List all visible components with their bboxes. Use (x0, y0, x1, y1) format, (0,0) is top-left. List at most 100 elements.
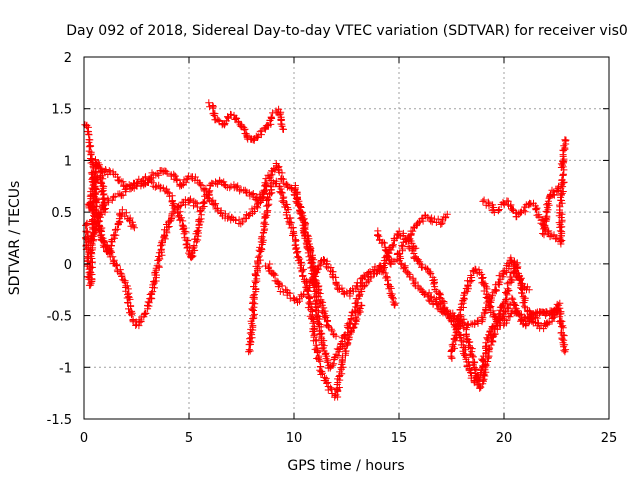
data-point (261, 188, 269, 196)
data-point (356, 305, 364, 312)
data-point (304, 287, 312, 295)
data-point (250, 303, 258, 311)
data-point (148, 177, 155, 185)
data-point (88, 249, 95, 256)
data-point (187, 254, 195, 262)
data-point (550, 191, 558, 199)
data-point (467, 369, 474, 377)
data-point (137, 318, 145, 326)
data-point (129, 222, 137, 230)
data-point (83, 238, 91, 246)
data-point (112, 262, 120, 270)
data-point (109, 253, 117, 261)
x-tick-label: 5 (185, 431, 193, 446)
series-arc-f (205, 99, 287, 144)
data-point (237, 220, 245, 228)
data-point (558, 323, 565, 331)
data-point (215, 117, 223, 125)
series-arc-m (425, 254, 533, 329)
x-tick-labels: 0 5 10 15 20 25 (80, 431, 617, 446)
y-tick-label: -1 (59, 361, 72, 376)
data-point (264, 202, 272, 209)
data-point (544, 197, 552, 205)
data-point (481, 372, 489, 380)
data-point (107, 237, 115, 245)
data-point (280, 197, 288, 205)
data-point (315, 262, 323, 270)
data-point (110, 231, 118, 239)
data-point (274, 283, 282, 291)
data-point (178, 182, 185, 190)
data-point (500, 299, 508, 307)
data-point (375, 267, 383, 275)
data-point (473, 317, 481, 325)
data-point (106, 245, 114, 253)
data-point (354, 299, 362, 307)
data-point (492, 313, 500, 321)
data-point (479, 357, 487, 364)
data-point (418, 263, 426, 271)
data-point (471, 321, 479, 328)
data-point (286, 219, 294, 227)
data-point (558, 335, 566, 343)
series-arc-o (479, 196, 565, 245)
data-point (180, 230, 188, 238)
data-point (366, 268, 374, 275)
data-point (155, 171, 163, 179)
x-tick-label: 10 (286, 431, 303, 446)
data-point (251, 310, 258, 318)
data-point (315, 265, 322, 273)
data-point (280, 125, 287, 133)
data-point (559, 331, 567, 339)
data-point (480, 196, 488, 204)
data-point (503, 317, 511, 325)
data-point (302, 239, 310, 247)
data-point (307, 264, 315, 272)
y-tick-label: -0.5 (47, 310, 72, 325)
data-point (509, 259, 517, 267)
data-point (501, 267, 509, 275)
data-point (558, 189, 566, 197)
series-arc-j (374, 210, 451, 268)
data-point (294, 196, 302, 203)
data-point (309, 279, 317, 287)
data-point (184, 243, 192, 251)
data-point (478, 274, 486, 282)
data-point (513, 272, 521, 280)
data-point (542, 207, 550, 215)
data-point (278, 175, 286, 183)
data-points (81, 99, 570, 401)
data-point (262, 213, 270, 221)
data-point (411, 253, 419, 261)
data-point (122, 209, 130, 217)
data-point (539, 230, 547, 237)
data-point (128, 311, 135, 319)
data-point (332, 280, 340, 288)
data-point (297, 203, 304, 210)
data-point (468, 274, 476, 281)
data-point (254, 265, 261, 273)
data-point (554, 306, 562, 314)
data-point (391, 301, 399, 309)
data-point (301, 232, 309, 240)
data-point (101, 208, 109, 216)
data-point (266, 260, 274, 268)
data-point (315, 308, 322, 316)
data-point (115, 217, 123, 225)
data-point (406, 273, 414, 281)
data-point (118, 272, 126, 280)
data-point (110, 193, 117, 201)
data-point (431, 286, 439, 294)
data-point (505, 286, 513, 294)
data-point (510, 300, 518, 308)
data-point (162, 167, 170, 175)
data-point (495, 272, 503, 280)
data-point (382, 247, 390, 254)
data-point (540, 325, 548, 333)
data-point (217, 207, 225, 215)
data-point (283, 215, 291, 222)
data-point (559, 171, 567, 179)
data-point (327, 325, 335, 333)
data-point (509, 295, 517, 303)
data-point (421, 290, 429, 298)
